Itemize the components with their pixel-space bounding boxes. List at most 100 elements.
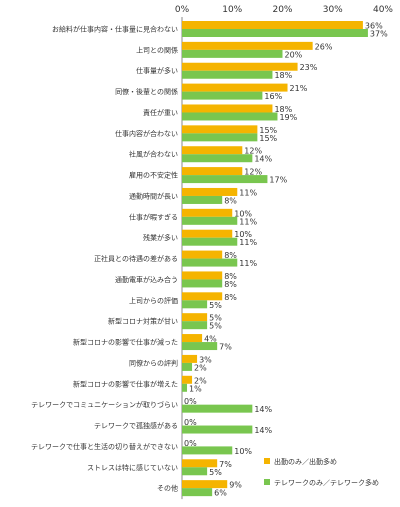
legend-swatch bbox=[264, 458, 270, 464]
bar bbox=[182, 321, 208, 330]
data-label: 7% bbox=[219, 460, 232, 469]
bar bbox=[182, 154, 253, 163]
data-label: 2% bbox=[194, 376, 207, 385]
bar bbox=[182, 459, 218, 468]
category-label: 通勤電車が込み合う bbox=[115, 275, 178, 284]
bar bbox=[182, 195, 223, 204]
bar bbox=[182, 104, 273, 113]
data-label: 8% bbox=[224, 272, 237, 281]
bar bbox=[182, 446, 233, 455]
bar bbox=[182, 133, 258, 142]
data-label: 0% bbox=[184, 439, 197, 448]
bar bbox=[182, 112, 278, 121]
bar bbox=[182, 425, 253, 434]
data-label: 21% bbox=[290, 84, 308, 93]
bar bbox=[182, 362, 193, 371]
data-label: 26% bbox=[315, 42, 333, 51]
bar bbox=[182, 70, 273, 79]
bar bbox=[182, 29, 368, 37]
category-label: お給料が仕事内容・仕事量に見合わない bbox=[52, 25, 178, 34]
bar bbox=[182, 279, 223, 288]
bar bbox=[182, 237, 238, 246]
data-label: 10% bbox=[234, 209, 252, 218]
data-label: 36% bbox=[365, 22, 383, 31]
category-label: その他 bbox=[157, 484, 178, 493]
data-label: 18% bbox=[274, 71, 292, 80]
bar bbox=[182, 354, 198, 363]
bar bbox=[182, 313, 208, 322]
legend-swatch bbox=[264, 479, 270, 485]
bar bbox=[182, 62, 298, 71]
bar bbox=[182, 250, 223, 259]
x-tick-label: 40% bbox=[373, 5, 393, 15]
bar bbox=[182, 300, 208, 309]
data-label: 5% bbox=[209, 314, 222, 323]
bar bbox=[182, 175, 268, 184]
bar bbox=[182, 404, 253, 413]
category-label: 雇用の不安定性 bbox=[129, 171, 178, 180]
bar bbox=[182, 146, 243, 155]
category-label: 仕事が暇すぎる bbox=[129, 212, 178, 221]
category-label: 新型コロナ対策が甘い bbox=[108, 317, 178, 326]
data-label: 2% bbox=[194, 363, 207, 372]
data-label: 11% bbox=[239, 188, 257, 197]
data-label: 37% bbox=[370, 30, 388, 39]
bar bbox=[182, 91, 263, 100]
data-label: 5% bbox=[209, 468, 222, 477]
data-label: 17% bbox=[269, 176, 287, 185]
data-label: 15% bbox=[259, 126, 277, 135]
bar bbox=[182, 383, 188, 392]
data-label: 10% bbox=[234, 230, 252, 239]
data-label: 8% bbox=[224, 251, 237, 260]
bar bbox=[182, 167, 243, 176]
data-label: 10% bbox=[234, 447, 252, 456]
data-label: 11% bbox=[239, 217, 257, 226]
category-label: ストレスは特に感じていない bbox=[87, 463, 178, 472]
bar bbox=[182, 21, 363, 29]
bar bbox=[182, 480, 228, 489]
category-label: 同僚からの評判 bbox=[129, 358, 178, 367]
bar bbox=[182, 125, 258, 134]
data-label: 9% bbox=[229, 481, 242, 490]
bar bbox=[182, 292, 223, 301]
x-tick-label: 10% bbox=[222, 5, 242, 15]
x-tick-label: 30% bbox=[323, 5, 343, 15]
data-label: 20% bbox=[285, 50, 303, 59]
data-label: 11% bbox=[239, 238, 257, 247]
data-label: 1% bbox=[189, 384, 202, 393]
category-label: テレワークで孤独感がある bbox=[94, 421, 178, 430]
bar bbox=[182, 41, 313, 50]
category-label: テレワークで仕事と生活の切り替えができない bbox=[31, 442, 178, 451]
category-label: 新型コロナの影響で仕事が増えた bbox=[73, 379, 178, 388]
bar bbox=[182, 488, 213, 497]
bar bbox=[182, 83, 288, 92]
data-label: 18% bbox=[274, 105, 292, 114]
category-label: 上司との関係 bbox=[136, 45, 178, 54]
category-label: 責任が重い bbox=[143, 108, 178, 117]
bar bbox=[182, 467, 208, 476]
bar bbox=[182, 258, 238, 267]
data-label: 11% bbox=[239, 259, 257, 268]
legend-label: 出勤のみ／出勤多め bbox=[274, 457, 337, 466]
data-label: 14% bbox=[254, 155, 272, 164]
x-tick-label: 0% bbox=[175, 5, 190, 15]
data-label: 3% bbox=[199, 355, 212, 364]
category-label: 仕事内容が合わない bbox=[115, 129, 178, 138]
data-label: 8% bbox=[224, 293, 237, 302]
bar bbox=[182, 216, 238, 225]
data-label: 8% bbox=[224, 280, 237, 289]
bar bbox=[182, 342, 218, 351]
bar bbox=[182, 187, 238, 196]
category-label: 上司からの評価 bbox=[129, 296, 178, 305]
data-label: 8% bbox=[224, 196, 237, 205]
data-label: 5% bbox=[209, 301, 222, 310]
data-label: 0% bbox=[184, 397, 197, 406]
category-label: 仕事量が多い bbox=[136, 66, 178, 75]
category-label: 通勤時間が長い bbox=[129, 191, 178, 200]
data-label: 6% bbox=[214, 489, 227, 498]
data-label: 7% bbox=[219, 343, 232, 352]
x-tick-label: 20% bbox=[272, 5, 292, 15]
data-label: 15% bbox=[259, 134, 277, 143]
